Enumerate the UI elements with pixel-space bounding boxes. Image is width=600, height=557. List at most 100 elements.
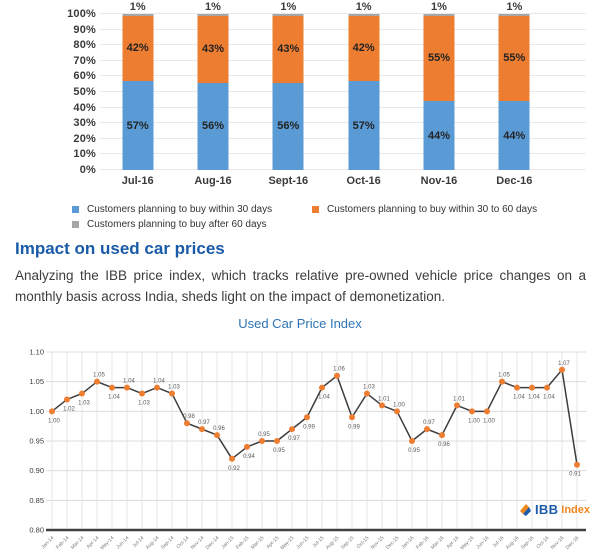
data-point-label: 0.99 (303, 424, 315, 430)
bar-y-tick-label: 40% (73, 101, 96, 114)
data-point-marker (184, 420, 190, 427)
data-point-label: 1.04 (108, 395, 120, 401)
data-point-label: 0.95 (273, 448, 285, 454)
data-point-marker (259, 438, 265, 444)
bar-y-tick-label: 10% (73, 148, 96, 161)
y-tick-label: 1.10 (29, 348, 44, 357)
bar-value-label: 57% (352, 119, 375, 132)
data-point-label: 1.04 (528, 395, 540, 401)
data-point-marker (499, 378, 505, 385)
x-tick-label: Jan-15 (220, 535, 235, 550)
ibb-index-logo: IBB Index (519, 502, 590, 517)
data-point-label: 1.00 (393, 402, 405, 408)
bar-chart-y-axis: 0% 10% 20% 30% 40% 50% 60% 70% 80% 90% 100% (0, 8, 96, 176)
data-point-label: 1.06 (333, 367, 345, 373)
x-tick-label: Oct-15 (356, 535, 371, 550)
data-point-label: 1.01 (378, 396, 390, 402)
bar-top-label: 1% (129, 1, 146, 13)
stacked-bar: 55% 44% (423, 14, 455, 170)
data-point-marker (319, 384, 325, 391)
x-tick-label: May-16 (459, 535, 475, 551)
x-tick-label: Apr-15 (266, 535, 281, 550)
data-point-marker (484, 408, 490, 415)
bar-y-tick-label: 0% (79, 164, 96, 176)
data-point-label: 1.04 (543, 395, 555, 401)
bar-chart-columns: 42% 57% 1% 43% 56% 1% 43% 56% 1% 42% 57% 1% 55% 44% 1%… (100, 1, 552, 170)
y-tick-label: 0.90 (29, 466, 44, 475)
data-point-marker (349, 414, 355, 421)
bar-value-label: 55% (427, 52, 450, 65)
data-point-label: 1.04 (513, 395, 525, 401)
bar-y-tick-label: 60% (73, 70, 96, 83)
data-point-label: 1.00 (468, 418, 480, 424)
bar-column: 42% 57% 1% (100, 1, 175, 170)
bar-segment: 56% (272, 82, 304, 170)
data-point-label: 1.01 (453, 396, 465, 402)
data-point-label: 1.03 (138, 401, 150, 407)
bar-y-tick-label: 90% (73, 23, 96, 36)
data-point-label: 1.05 (498, 373, 510, 379)
gridline (100, 153, 586, 155)
x-tick-label: Nov-14 (190, 535, 206, 551)
data-point-label: 0.95 (408, 448, 420, 454)
data-point-marker (454, 402, 460, 409)
data-point-marker (544, 384, 550, 391)
ibb-logo-icon (519, 503, 531, 516)
x-tick-label: Dec-16 (565, 535, 581, 551)
data-point-label: 0.97 (288, 436, 300, 442)
x-tick-label: May-14 (99, 535, 115, 551)
x-tick-label: Oct-16 (536, 535, 551, 550)
data-point-marker (79, 390, 85, 397)
data-point-label: 0.91 (569, 472, 581, 478)
bar-value-label: 42% (126, 42, 149, 55)
data-point-label: 0.97 (198, 420, 210, 426)
x-tick-label: Nov-15 (370, 535, 386, 551)
bar-column: 43% 56% 1% (251, 1, 326, 170)
bar-top-label: 1% (431, 1, 447, 13)
data-point-marker (334, 372, 340, 379)
bar-segment: 57% (122, 81, 154, 170)
data-point-marker (469, 408, 475, 415)
bar-y-tick-label: 50% (73, 86, 96, 98)
bar-segment: 44% (423, 101, 455, 170)
data-point-marker (94, 378, 100, 385)
x-tick-label: Jul-16 (492, 535, 506, 549)
bar-value-label: 56% (277, 120, 300, 133)
x-tick-label: Jul-14 (132, 535, 146, 549)
gridline (100, 59, 586, 61)
bar-category-label: Sept-16 (268, 175, 309, 187)
bar-segment: 43% (197, 15, 229, 83)
x-tick-label: Sep-15 (340, 535, 356, 551)
data-point-marker (379, 402, 385, 409)
data-point-label: 1.00 (48, 418, 60, 424)
bar-segment: 55% (498, 15, 530, 102)
section-heading: Impact on used car prices (15, 239, 225, 258)
bar-value-label: 55% (503, 52, 526, 65)
bar-segment (423, 14, 455, 16)
x-tick-label: Jun-15 (295, 535, 310, 550)
x-tick-label: Aug-15 (325, 535, 341, 551)
x-tick-label: Jun-14 (115, 535, 130, 550)
gridline (100, 91, 586, 92)
data-point-label: 0.94 (243, 454, 255, 460)
x-tick-label: Mar-14 (70, 535, 86, 551)
data-point-marker (304, 414, 310, 421)
bar-segment: 55% (423, 15, 455, 102)
bar-category-label: Oct-16 (346, 175, 381, 187)
body-paragraph: Analyzing the IBB price index, which tra… (15, 268, 586, 304)
bar-segment: 42% (122, 15, 154, 82)
data-point-marker (199, 426, 205, 433)
gridline (100, 75, 586, 77)
bar-category-label: Jul-16 (121, 175, 154, 187)
bar-chart-x-axis: Jul-16 Aug-16 Sept-16 Oct-16 Nov-16 Dec-16 (100, 175, 552, 187)
bar-category-label: Dec-16 (496, 175, 533, 187)
x-tick-label: Jan-16 (400, 535, 415, 550)
bar-category-label: Nov-16 (420, 175, 458, 187)
stacked-bar: 55% 44% (498, 14, 530, 170)
bar-column: 55% 44% 1% (401, 1, 476, 170)
data-point-marker (529, 384, 535, 391)
data-point-label: 1.00 (483, 418, 495, 424)
bar-segment: 57% (348, 81, 380, 170)
stacked-bar: 42% 57% (348, 14, 380, 170)
data-point-marker (364, 390, 370, 397)
